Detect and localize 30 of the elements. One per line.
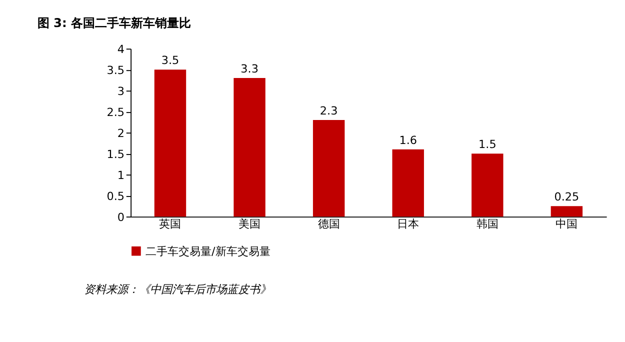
bar	[234, 78, 266, 217]
x-tick-label: 英国	[159, 217, 182, 230]
y-tick-label: 3.5	[106, 64, 125, 77]
bar	[392, 149, 424, 217]
y-tick-label: 0	[117, 210, 125, 224]
x-tick-label: 韩国	[476, 217, 498, 230]
y-tick-label: 1	[117, 168, 125, 182]
x-tick-label: 美国	[238, 217, 261, 230]
y-tick-label: 4	[117, 42, 125, 56]
y-tick-label: 1.5	[106, 148, 125, 161]
data-label: 3.3	[240, 62, 258, 76]
legend-label: 二手车交易量/新车交易量	[146, 244, 270, 258]
text: 资料来源：《中国汽车后市场蓝皮书》	[84, 283, 271, 296]
data-label: 0.25	[554, 190, 580, 204]
x-tick-label: 日本	[397, 217, 420, 230]
bar	[154, 70, 186, 217]
data-label: 3.5	[161, 54, 180, 68]
y-tick-label: 3	[117, 84, 125, 98]
data-label: 2.3	[320, 104, 338, 118]
bar	[550, 206, 583, 217]
y-tick-label: 2	[117, 126, 125, 140]
bar	[472, 154, 504, 217]
data-label: 1.6	[399, 134, 418, 147]
y-tick-label: 0.5	[106, 190, 125, 203]
x-tick-label: 中国	[556, 217, 578, 230]
x-tick-label: 德国	[318, 217, 340, 230]
bar	[312, 120, 345, 217]
y-tick-label: 2.5	[106, 106, 125, 119]
data-label: 1.5	[478, 138, 496, 152]
chart-title: 图 3: 各国二手车新车销量比	[37, 16, 192, 30]
